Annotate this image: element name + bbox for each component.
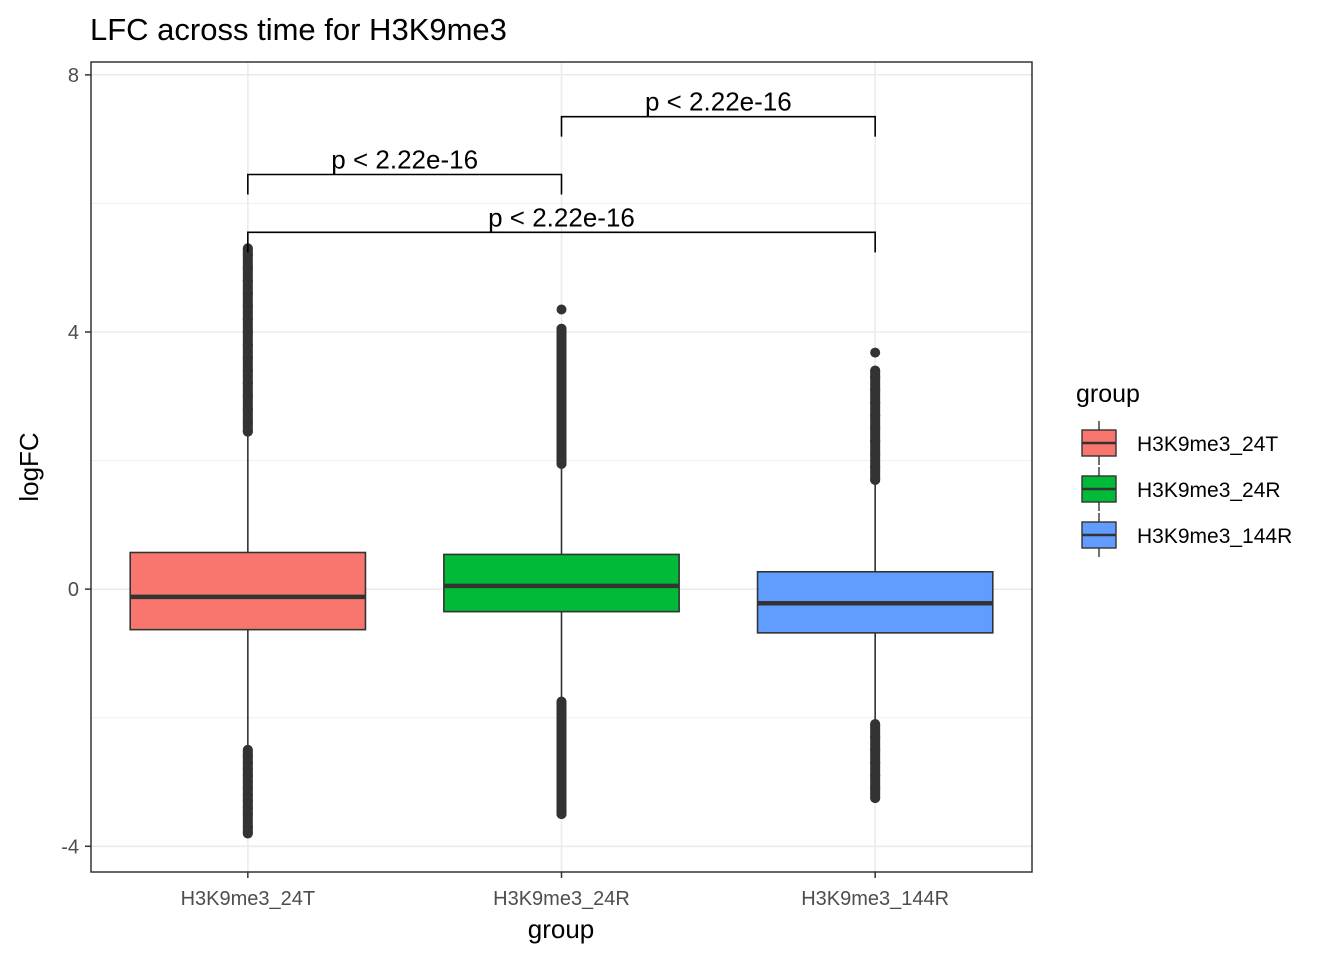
y-tick-label: -4 xyxy=(61,836,79,858)
x-tick-label: H3K9me3_24T xyxy=(181,888,316,910)
significance-bracket: p < 2.22e-16 xyxy=(560,87,876,137)
outlier-point xyxy=(556,696,567,707)
bracket-line xyxy=(247,231,876,253)
bracket-line xyxy=(247,173,563,195)
x-tick-label: H3K9me3_144R xyxy=(801,888,949,910)
outlier-point xyxy=(870,719,881,730)
p-value-label: p < 2.22e-16 xyxy=(645,87,792,117)
outlier-point xyxy=(870,365,881,376)
legend-entry: H3K9me3_24R xyxy=(1081,467,1281,511)
legend-entry-label: H3K9me3_24T xyxy=(1137,433,1278,456)
legend-entry-label: H3K9me3_144R xyxy=(1137,525,1292,548)
legend-title: group xyxy=(1076,380,1140,408)
box-layer xyxy=(129,243,994,839)
p-value-label: p < 2.22e-16 xyxy=(331,145,478,175)
legend: group H3K9me3_24T H3K9me3_24R H3K9me3_144R xyxy=(1076,380,1292,557)
x-tick-label: H3K9me3_24R xyxy=(493,888,630,910)
x-axis-title: group xyxy=(528,914,595,944)
box-group-H3K9me3_144R xyxy=(756,347,994,804)
box xyxy=(129,551,367,631)
legend-entry: H3K9me3_24T xyxy=(1081,421,1278,465)
box xyxy=(443,553,680,613)
y-tick-label: 8 xyxy=(68,65,79,87)
p-value-label: p < 2.22e-16 xyxy=(488,202,635,232)
significance-bracket: p < 2.22e-16 xyxy=(247,202,876,253)
y-tick-label: 0 xyxy=(68,579,79,601)
box-group-H3K9me3_24R xyxy=(443,304,680,820)
y-axis-title: logFC xyxy=(14,432,44,501)
chart-title: LFC across time for H3K9me3 xyxy=(90,12,507,47)
legend-entry: H3K9me3_144R xyxy=(1081,513,1292,557)
outlier-point xyxy=(242,744,253,755)
legend-entry-label: H3K9me3_24R xyxy=(1137,479,1281,502)
significance-bracket: p < 2.22e-16 xyxy=(247,145,563,195)
outlier-point xyxy=(556,323,567,334)
outlier-point xyxy=(870,347,881,358)
outlier-point xyxy=(556,304,567,315)
y-tick-label: 4 xyxy=(68,322,79,344)
axes: -4 0 4 8 H3K9me3_24T H3K9me3_24R H3K9me3_144R xyxy=(61,65,949,910)
bracket-line xyxy=(560,115,876,137)
significance-annotations: p < 2.22e-16 p < 2.22e-16 p < 2.22e-16 xyxy=(247,87,876,253)
